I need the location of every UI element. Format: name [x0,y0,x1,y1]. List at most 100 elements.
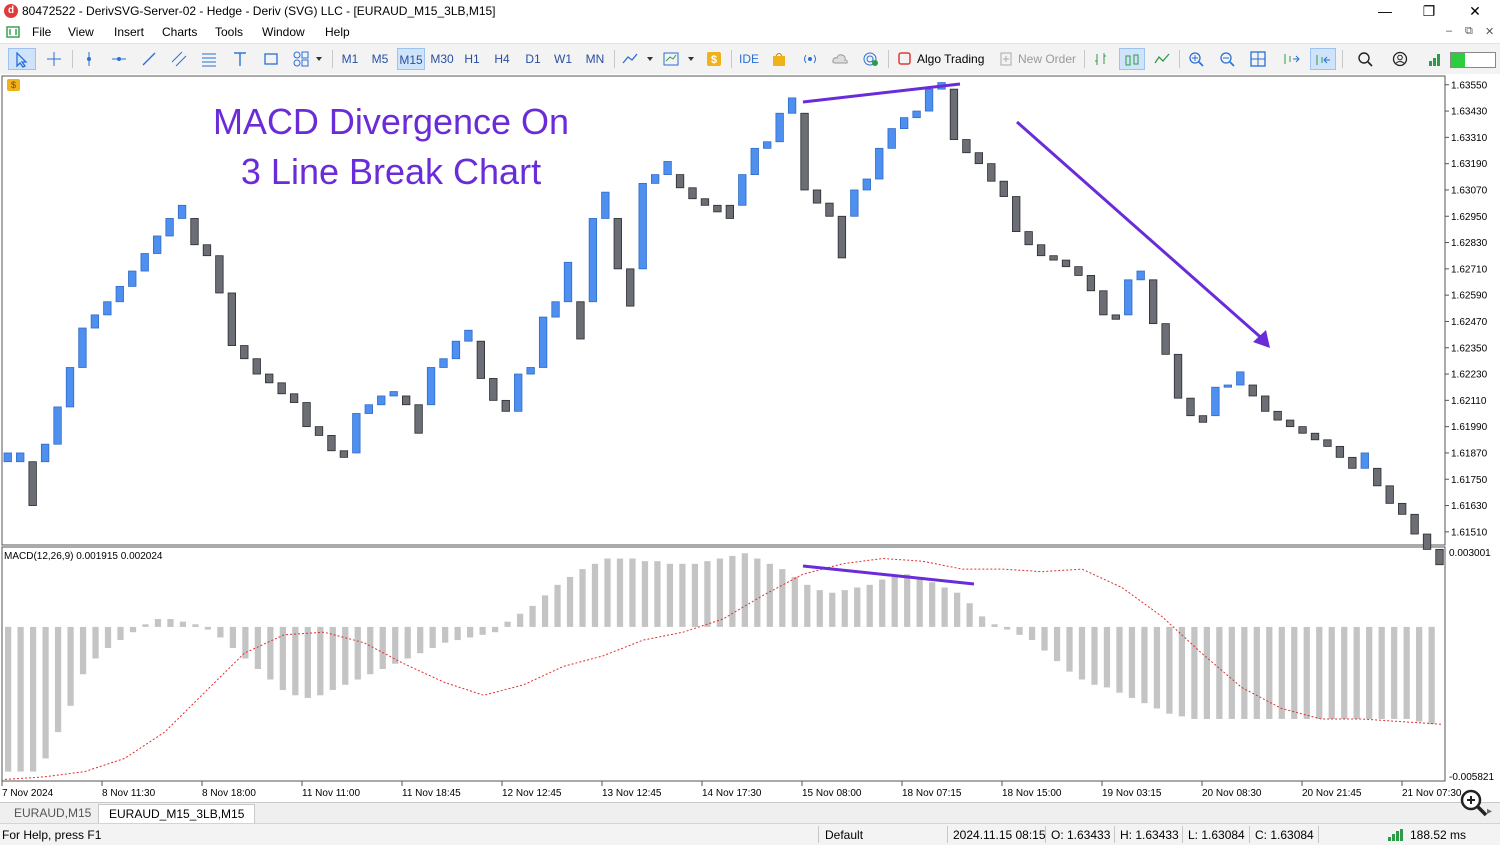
menu-charts[interactable]: Charts [162,25,198,39]
price-axis-label: 1.63430 [1451,107,1488,118]
fibonacci-button[interactable] [198,48,220,70]
line-chart-button[interactable] [1151,48,1173,70]
mdi-minimize-button[interactable]: – [1446,25,1453,37]
timeframe-h1[interactable]: H1 [464,52,480,66]
timeframe-m15[interactable]: M15 [397,48,425,70]
shapes-button[interactable] [259,48,283,70]
signals-broadcast-button[interactable] [799,48,821,70]
economic-calendar-button[interactable] [860,48,882,70]
macd-histogram-bar [142,624,149,627]
macd-histogram-bar [329,626,336,691]
macd-histogram-bar [666,563,674,627]
objects-menu-button[interactable] [290,48,324,70]
macd-histogram-bar [154,619,162,627]
menu-file[interactable]: File [32,25,52,39]
mdi-restore-button[interactable]: ⧉ [1465,25,1473,37]
price-axis-label: 1.62710 [1451,264,1488,275]
bar-chart-button[interactable] [1090,48,1112,70]
trendline-button[interactable] [138,48,160,70]
up-brick [887,128,896,149]
cursor-tool-button[interactable] [8,48,36,70]
algo-trading-button[interactable]: Algo Trading [894,48,990,70]
zoom-in-button[interactable] [1185,48,1207,70]
svg-text:$: $ [711,54,717,66]
down-brick [949,88,959,140]
menu-view[interactable]: View [68,25,94,39]
down-brick [1111,314,1120,320]
macd-axis-bottom-label: -0.005821 [1449,772,1494,783]
timeframe-m1[interactable]: M1 [341,52,359,66]
up-brick [1360,452,1369,469]
down-brick [327,435,336,452]
macd-histogram-bar [654,561,661,627]
zoom-magnifier-icon[interactable] [1458,787,1488,817]
down-brick [1348,456,1357,469]
down-brick [501,399,510,412]
equidistant-channel-button[interactable] [168,48,190,70]
zoom-out-button[interactable] [1216,48,1238,70]
market-button[interactable] [768,48,790,70]
horizontal-line-button[interactable] [108,48,130,70]
connection-indicator [1450,52,1496,68]
menu-window[interactable]: Window [262,25,305,39]
close-button[interactable]: ✕ [1469,3,1481,19]
new-order-label: New Order [1018,52,1077,66]
timeframe-w1[interactable]: W1 [554,52,572,66]
alert-icon[interactable] [7,79,20,91]
price-axis-label: 1.61510 [1451,527,1488,538]
chart-type-button[interactable] [620,48,656,70]
ide-button[interactable]: IDE [738,52,759,66]
up-brick [352,413,361,454]
chart-shift-button[interactable] [1310,48,1336,70]
chart-canvas[interactable]: 1.63550 1.63430 1.63310 1.63190 1.63070 1.629… [0,74,1500,802]
timeframe-m5[interactable]: M5 [371,52,389,66]
down-brick [700,198,710,206]
macd-histogram-bar [304,626,311,698]
chart-window[interactable]: 1.63550 1.63430 1.63310 1.63190 1.63070 1.629… [0,74,1500,802]
tab-euraud-m15-3lb[interactable]: EURAUD_M15_3LB,M15 [98,804,256,823]
menu-tools[interactable]: Tools [215,25,244,39]
search-button[interactable] [1354,48,1376,70]
tile-windows-button[interactable] [1247,48,1269,70]
auto-scroll-button[interactable] [1280,48,1304,70]
candlestick-chart-button[interactable] [1119,48,1145,70]
macd-histogram-bar [429,626,436,648]
up-brick [128,270,137,287]
signals-button[interactable]: $ [703,48,725,70]
status-profile[interactable]: Default [825,828,864,842]
vertical-line-button[interactable] [78,48,100,70]
mdi-close-button[interactable]: ✕ [1485,26,1495,38]
macd-histogram-bar [392,626,399,664]
text-tool-button[interactable] [229,48,251,70]
restore-button[interactable]: ❐ [1422,3,1436,19]
price-axis-label: 1.62110 [1451,396,1487,407]
timeframe-h4[interactable]: H4 [494,52,510,66]
chart-shift-icon [1316,55,1330,65]
new-order-icon [1000,52,1012,66]
account-button[interactable] [1389,48,1411,70]
timeframe-m30[interactable]: M30 [430,52,454,66]
up-brick [140,253,149,272]
up-brick [16,452,25,463]
macd-histogram-bar [229,626,237,648]
timeframe-d1[interactable]: D1 [525,52,541,66]
macd-histogram-bar [454,626,461,641]
menu-help[interactable]: Help [325,25,350,39]
tabs-scroll-right-icon[interactable]: ▸ [1487,806,1493,817]
menu-insert[interactable]: Insert [114,25,145,39]
crosshair-tool-button[interactable] [42,48,66,70]
new-order-button[interactable]: New Order [996,48,1080,70]
macd-histogram-bar [491,626,499,633]
down-brick [252,358,261,375]
indicators-button[interactable] [660,48,698,70]
shopping-bag-icon [773,53,785,66]
minimize-button[interactable]: — [1378,3,1392,19]
timeframe-mn[interactable]: MN [585,52,605,66]
up-brick [115,285,124,303]
vps-button[interactable] [829,48,851,70]
down-brick [1248,384,1257,397]
down-brick [974,152,983,165]
tab-euraud-m15[interactable]: EURAUD,M15 [14,806,92,820]
signal-strength-button[interactable] [1424,48,1446,70]
price-axis-label: 1.62470 [1451,317,1488,328]
